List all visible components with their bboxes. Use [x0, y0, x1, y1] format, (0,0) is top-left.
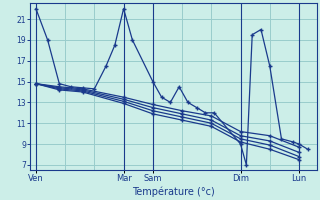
X-axis label: Température (°c): Température (°c): [132, 186, 215, 197]
